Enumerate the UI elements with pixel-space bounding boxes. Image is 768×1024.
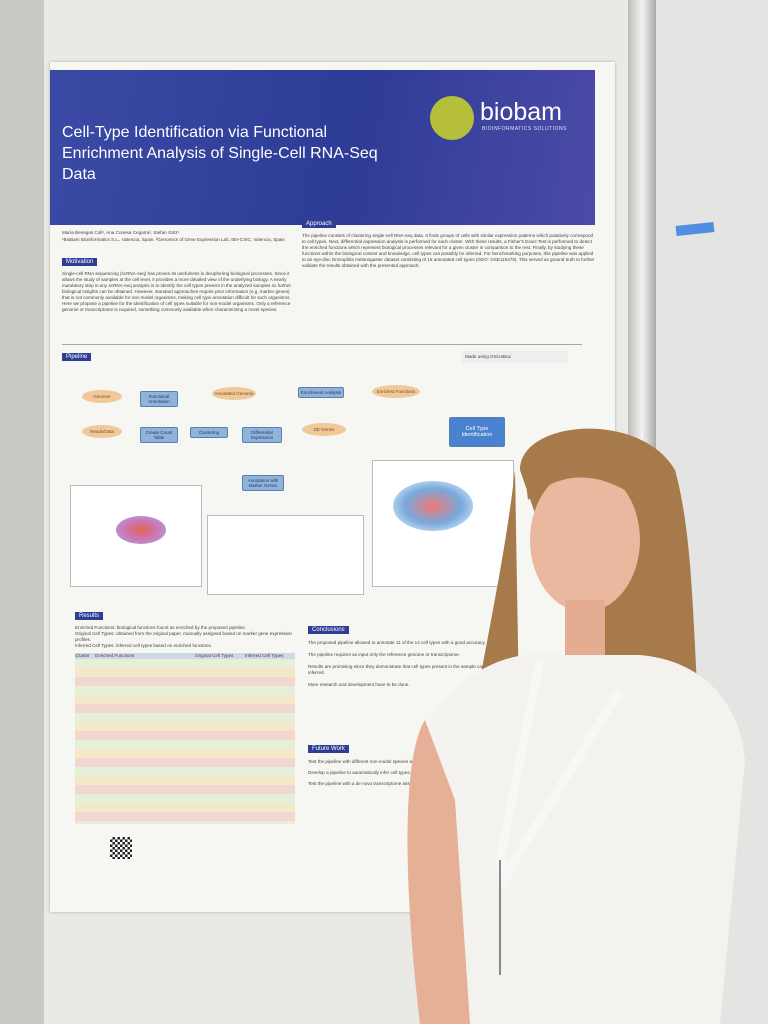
bangs (525, 441, 655, 500)
th: Original Cell Types (195, 653, 234, 658)
bullet: Test the pipeline with a de novo transcr… (308, 781, 482, 786)
future-work: Future Work Test the pipeline with diffe… (308, 737, 508, 787)
bullet: The proposed pipeline allowed to annotat… (308, 640, 486, 645)
neck (565, 600, 605, 660)
bullet: Test the pipeline with different non-mod… (308, 759, 446, 764)
bullet: More research and development have to be… (308, 682, 410, 687)
heatmap-plot (207, 515, 364, 595)
pipeline-node: Enrichment Analysis (298, 387, 344, 398)
face (530, 468, 640, 612)
section-heading: Results (75, 612, 104, 620)
network-blob (393, 481, 473, 531)
results: Results Enriched Functions: biological f… (75, 604, 295, 824)
pipeline-node: Functional Annotation (140, 391, 178, 407)
affiliations: ¹BioBam Bioinformatics S.L., Valencia, S… (62, 237, 285, 242)
top (430, 653, 745, 1024)
wall (0, 0, 44, 1024)
input: Reads/Data (82, 425, 122, 438)
section-heading: Approach (302, 220, 336, 228)
umap-plot (70, 485, 202, 587)
th: Enriched Functions (95, 653, 135, 658)
section-heading: Future Work (308, 745, 349, 753)
th: Inferred Cell Types (245, 653, 284, 658)
input: DE Genes (302, 423, 346, 436)
pipeline-node: Annotation with Marker Genes (242, 475, 284, 491)
section-heading: Pipeline (62, 353, 92, 361)
authors: María Benegas Coll¹, Ana Conesa Cegarra²… (62, 230, 180, 235)
pipeline-node: Create Count Table (140, 427, 178, 443)
input: Enriched Functions (372, 385, 420, 398)
th: Cluster (75, 653, 90, 658)
conclusions: Conclusions The proposed pipeline allowe… (308, 618, 508, 688)
input: Genome (82, 390, 122, 403)
arm (407, 720, 470, 1024)
logo: biobam (480, 98, 562, 126)
lanyard (495, 659, 624, 893)
section-heading: Conclusions (308, 626, 349, 634)
poster-title: Cell-Type Identification via Functional … (62, 124, 378, 183)
bullet: Original Cell Types: obtained from the o… (75, 631, 292, 642)
bullet: Develop a pipeline to automatically infe… (308, 770, 411, 775)
pipeline: Pipeline Made using OmicsBox Genome Read… (62, 344, 582, 600)
bullet: Results are promising since they demonst… (308, 664, 491, 675)
poster-header: Cell-Type Identification via Functional … (50, 70, 595, 225)
logo-tagline: BIOINFORMATICS SOLUTIONS (482, 126, 567, 132)
made-using: Made using OmicsBox (462, 351, 568, 363)
bullet: Enriched Functions: biological functions… (75, 625, 247, 630)
pipeline-node: Cell Type Identification (449, 417, 505, 447)
bullet: Inferred Cell Types: inferred cell types… (75, 643, 213, 648)
pipeline-node: Differential Expression (242, 427, 282, 443)
input: Annotated Genome (212, 387, 256, 400)
section-heading: Motivation (62, 258, 98, 266)
qr-code (110, 837, 132, 859)
logo-icon (430, 96, 474, 140)
table-body (75, 659, 295, 824)
motivation: Motivation Single-cell RNA sequencing (s… (62, 250, 298, 313)
approach: Approach The pipeline consists of cluste… (302, 212, 597, 269)
pipeline-node: Clustering (190, 427, 228, 438)
section-text: Single-cell RNA sequencing (scRNA-seq) h… (62, 271, 292, 312)
table-header: Cluster Enriched Functions Original Cell… (75, 653, 295, 659)
bullet: The pipeline requires as input only the … (308, 652, 460, 657)
cluster-blob (116, 516, 166, 544)
section-text: The pipeline consists of clustering sing… (302, 233, 595, 268)
